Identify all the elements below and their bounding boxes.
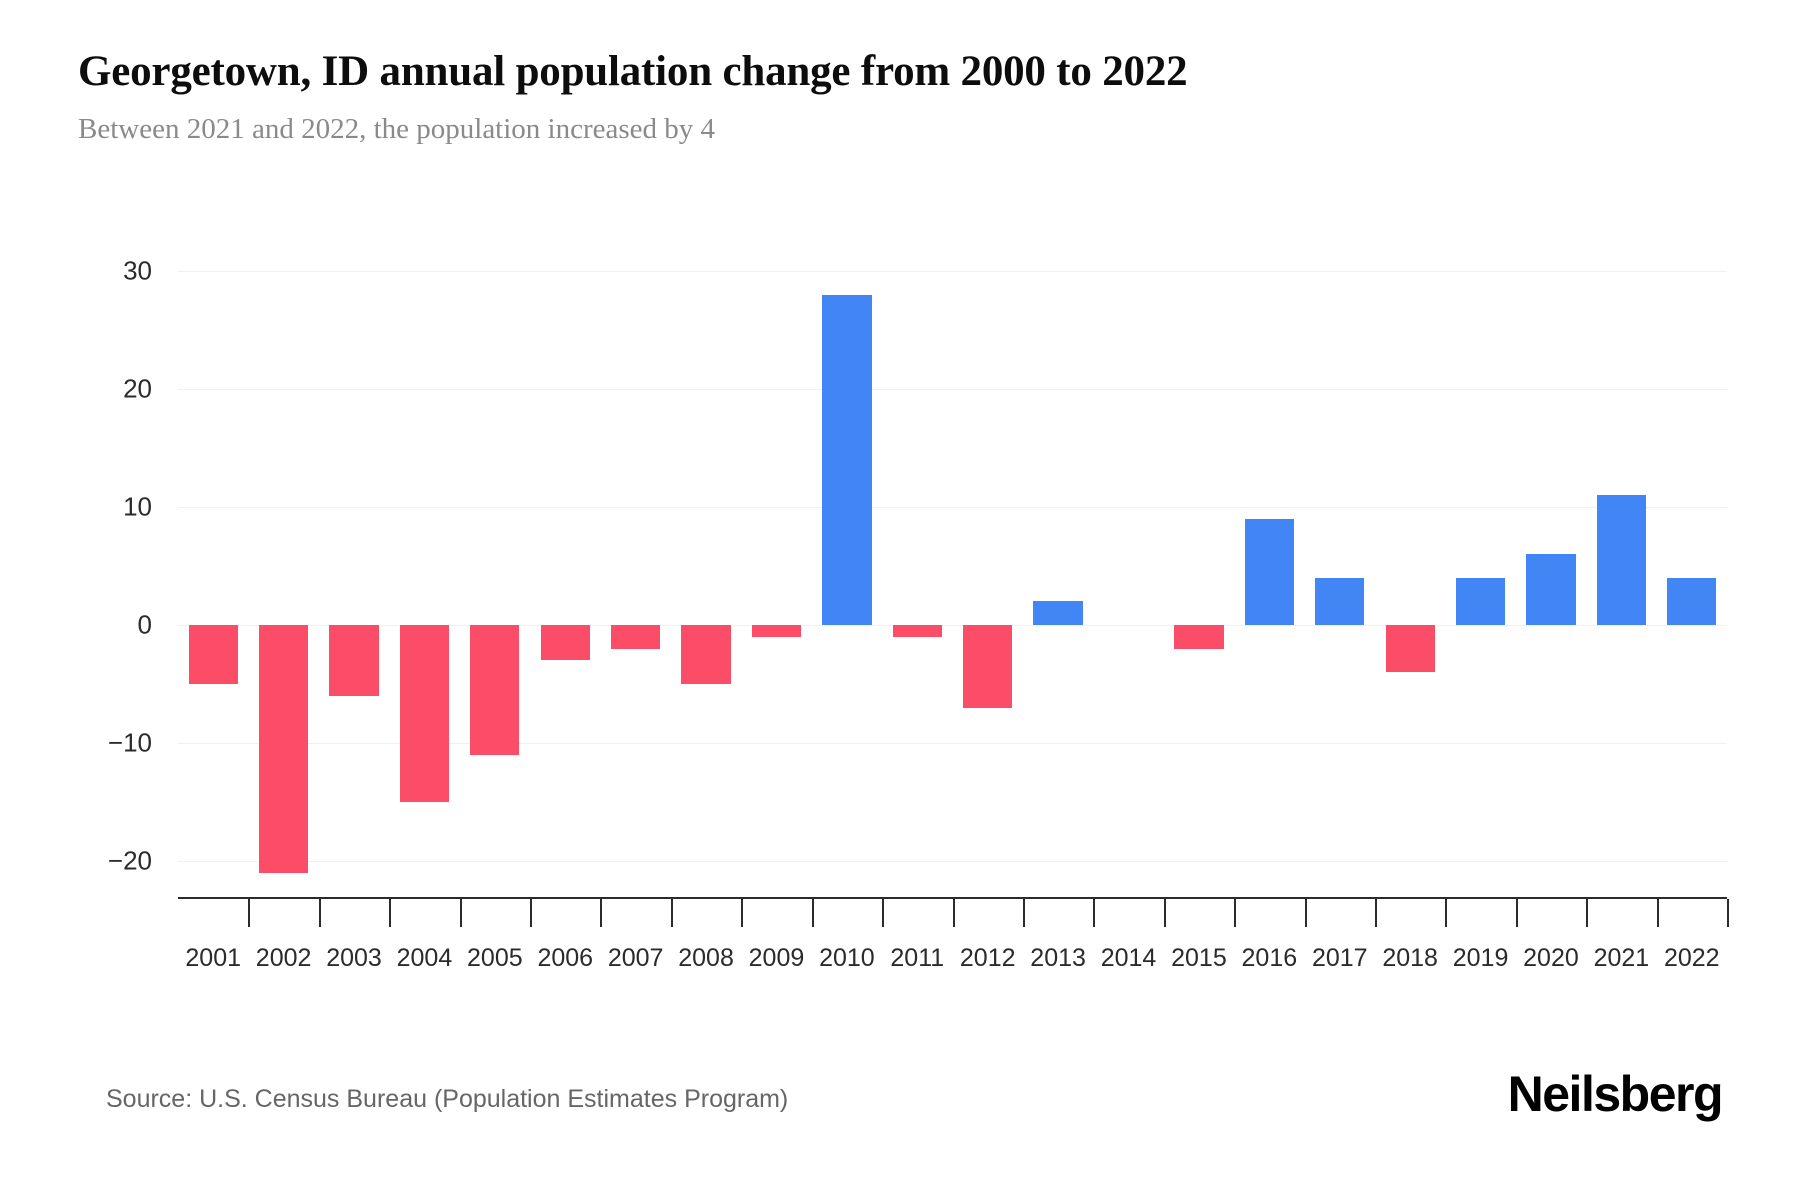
y-axis-tick-label: 30: [123, 255, 152, 286]
x-axis-tick: [1515, 899, 1518, 927]
bar-2006[interactable]: [540, 625, 590, 661]
bar-2017[interactable]: [1315, 577, 1365, 625]
x-axis-tick: [1093, 899, 1096, 927]
bar-2012[interactable]: [963, 625, 1013, 708]
x-axis-tick: [1163, 899, 1166, 927]
x-axis-tick: [459, 899, 462, 927]
bar-2018[interactable]: [1385, 625, 1435, 673]
bar-2004[interactable]: [399, 625, 450, 802]
gridline-10: [178, 507, 1727, 508]
x-axis-label-2019: 2019: [1452, 944, 1509, 972]
x-axis-tick: [1445, 899, 1448, 927]
y-axis-tick-label: −10: [107, 727, 152, 758]
brand-logo: Neilsberg: [1507, 1066, 1724, 1122]
x-axis-label-2020: 2020: [1523, 944, 1579, 972]
x-axis-label-2012: 2012: [959, 944, 1016, 972]
x-axis-label-2010: 2010: [819, 944, 875, 972]
gridline--20: [178, 861, 1727, 862]
x-axis-tick: [530, 899, 533, 927]
x-axis-tick: [811, 899, 814, 927]
bar-2005[interactable]: [470, 625, 520, 755]
x-axis-label-2007: 2007: [607, 944, 664, 972]
x-axis-tick: [389, 899, 392, 927]
x-axis-tick: [1586, 899, 1589, 927]
y-axis-tick-label: 20: [123, 373, 152, 404]
x-axis-label-2016: 2016: [1241, 944, 1298, 972]
x-axis-label-2009: 2009: [748, 944, 805, 972]
bar-2021[interactable]: [1596, 495, 1647, 625]
source-note: Source: U.S. Census Bureau (Population E…: [106, 1085, 789, 1113]
bar-2009[interactable]: [751, 625, 802, 637]
x-axis-label-2021: 2021: [1593, 944, 1650, 972]
bar-2007[interactable]: [611, 625, 661, 649]
bar-2010[interactable]: [822, 294, 872, 625]
bar-2022[interactable]: [1667, 577, 1717, 625]
x-axis-tick: [741, 899, 744, 927]
x-axis-label-2017: 2017: [1311, 944, 1368, 972]
bar-2013[interactable]: [1033, 601, 1083, 625]
gridline-0: [178, 625, 1727, 626]
x-axis-tick: [1374, 899, 1377, 927]
x-axis-tick: [952, 899, 955, 927]
x-axis-label-2004: 2004: [396, 944, 453, 972]
y-axis-tick-label: −20: [107, 845, 152, 876]
x-axis-label-2006: 2006: [537, 944, 594, 972]
x-axis-label-2022: 2022: [1663, 944, 1720, 972]
page-title: Georgetown, ID annual population change …: [78, 48, 1188, 95]
x-axis-label-2013: 2013: [1030, 944, 1086, 972]
chart-subtitle: Between 2021 and 2022, the population in…: [78, 113, 716, 146]
x-axis-label-2003: 2003: [326, 944, 382, 972]
x-axis-label-2018: 2018: [1382, 944, 1438, 972]
y-axis-tick-label: 0: [137, 609, 152, 640]
chart-footer: Source: U.S. Census Bureau (Population E…: [0, 1066, 1800, 1155]
bar-2019[interactable]: [1455, 577, 1506, 625]
bar-2015[interactable]: [1174, 625, 1224, 649]
x-axis-label-2002: 2002: [255, 944, 312, 972]
x-axis-label-2014: 2014: [1100, 944, 1157, 972]
bar-2020[interactable]: [1526, 554, 1576, 625]
x-axis-label-2011: 2011: [890, 944, 945, 972]
bar-2008[interactable]: [681, 625, 731, 684]
bar-2003[interactable]: [329, 625, 379, 696]
y-axis-tick-label: 10: [123, 491, 152, 522]
x-axis-tick: [882, 899, 885, 927]
x-axis-tick: [248, 899, 251, 927]
x-axis-tick: [1656, 899, 1659, 927]
x-axis-tick: [318, 899, 321, 927]
gridline-20: [178, 389, 1727, 390]
x-axis-tick: [1727, 899, 1729, 927]
bar-2011[interactable]: [892, 625, 942, 637]
x-axis-label-2005: 2005: [467, 944, 523, 972]
x-axis-label-2008: 2008: [678, 944, 734, 972]
x-axis-label-2001: 2001: [185, 944, 242, 972]
x-axis-line: [178, 897, 1727, 899]
x-axis-tick: [670, 899, 673, 927]
gridline-30: [178, 271, 1727, 272]
gridline--10: [178, 743, 1727, 744]
bar-2002[interactable]: [258, 625, 309, 873]
x-axis-label-2015: 2015: [1171, 944, 1227, 972]
chart-header: Georgetown, ID annual population change …: [78, 48, 1718, 147]
bar-2001[interactable]: [188, 625, 238, 684]
x-axis-tick: [1022, 899, 1025, 927]
x-axis-tick: [1234, 899, 1237, 927]
x-axis-tick: [600, 899, 603, 927]
bar-2016[interactable]: [1244, 518, 1294, 625]
x-axis-tick: [1304, 899, 1307, 927]
